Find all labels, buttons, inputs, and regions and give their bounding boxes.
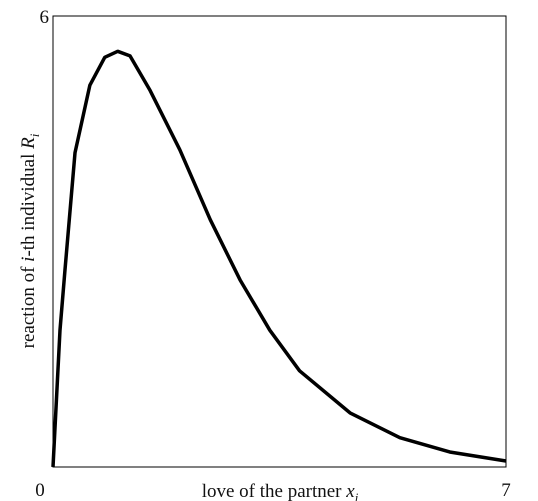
x-axis-label: love of the partner xi <box>202 481 359 501</box>
y-label-var: i <box>18 257 39 262</box>
y-tick-label: 6 <box>40 7 50 28</box>
x-tick-label: 7 <box>501 480 511 501</box>
y-label-text: -th individual <box>18 149 39 257</box>
y-label-sub: i <box>27 133 42 137</box>
x-label-text: love of the partner <box>202 481 347 501</box>
y-axis-label: reaction of i-th individual Ri <box>18 133 42 348</box>
x-label-var: x <box>345 481 355 501</box>
x-label-sub: i <box>355 490 359 501</box>
x-tick-label: 0 <box>35 480 45 501</box>
y-label-var: R <box>18 137 39 150</box>
plot-frame <box>52 15 507 468</box>
y-label-text: reaction of <box>18 262 39 349</box>
data-line <box>51 49 507 468</box>
